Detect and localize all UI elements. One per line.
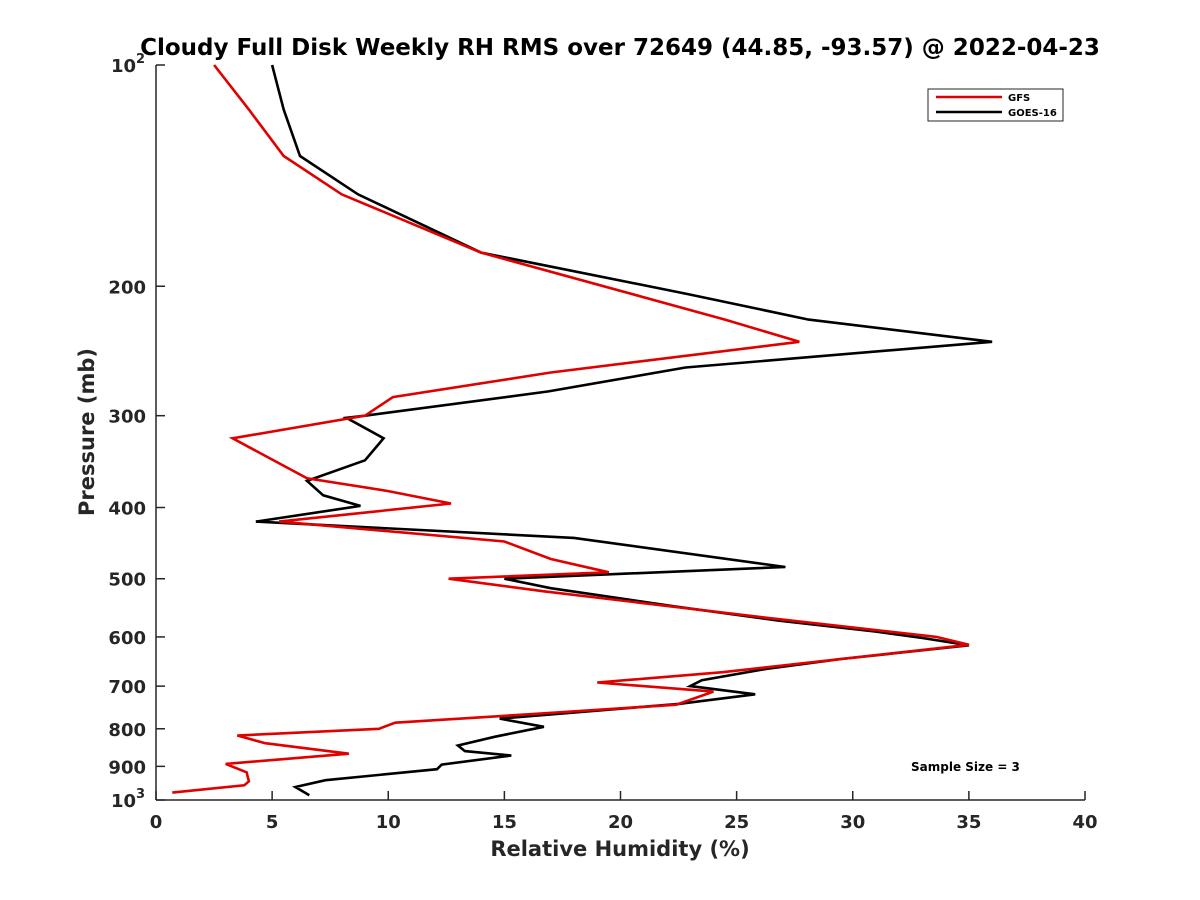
chart-title: Cloudy Full Disk Weekly RH RMS over 7264… (140, 35, 1100, 61)
legend-box (927, 88, 1064, 122)
y-tick-exponent: 3 (136, 787, 145, 802)
sample-size-annotation: Sample Size = 3 (911, 760, 1020, 774)
y-tick-label: 500 (108, 570, 146, 591)
y-tick-label: 10 (111, 791, 136, 812)
x-tick-label: 5 (266, 812, 279, 833)
x-tick-label: 20 (608, 812, 633, 833)
x-tick-label: 35 (956, 812, 981, 833)
y-tick-label: 200 (108, 277, 146, 298)
y-tick-label: 800 (108, 720, 146, 741)
x-tick-label: 25 (724, 812, 749, 833)
series-layer (172, 64, 993, 797)
y-tick-label: 600 (108, 628, 146, 649)
series-line-gfs (172, 64, 970, 794)
x-tick-label: 30 (840, 812, 865, 833)
y-axis-label: Pressure (mb) (75, 348, 99, 516)
x-ticks: 0 5 10 15 20 25 30 35 40 (150, 791, 1098, 833)
x-tick-label: 10 (376, 812, 401, 833)
y-tick-label: 400 (108, 499, 146, 520)
x-tick-label: 15 (492, 812, 517, 833)
y-tick-label: 10 (111, 56, 136, 77)
legend: GFS GOES-16 (927, 88, 1064, 122)
y-tick-label: 300 (108, 407, 146, 428)
x-tick-label: 40 (1072, 812, 1097, 833)
legend-label-gfs: GFS (1008, 93, 1030, 104)
y-tick-label: 700 (108, 677, 146, 698)
y-tick-label: 900 (108, 757, 146, 778)
y-tick-exponent: 2 (136, 52, 145, 67)
x-tick-label: 0 (150, 812, 163, 833)
series-line-goes16 (255, 64, 993, 797)
axes (155, 65, 1085, 801)
x-axis-label: Relative Humidity (%) (490, 837, 749, 861)
legend-label-goes16: GOES-16 (1008, 108, 1057, 119)
